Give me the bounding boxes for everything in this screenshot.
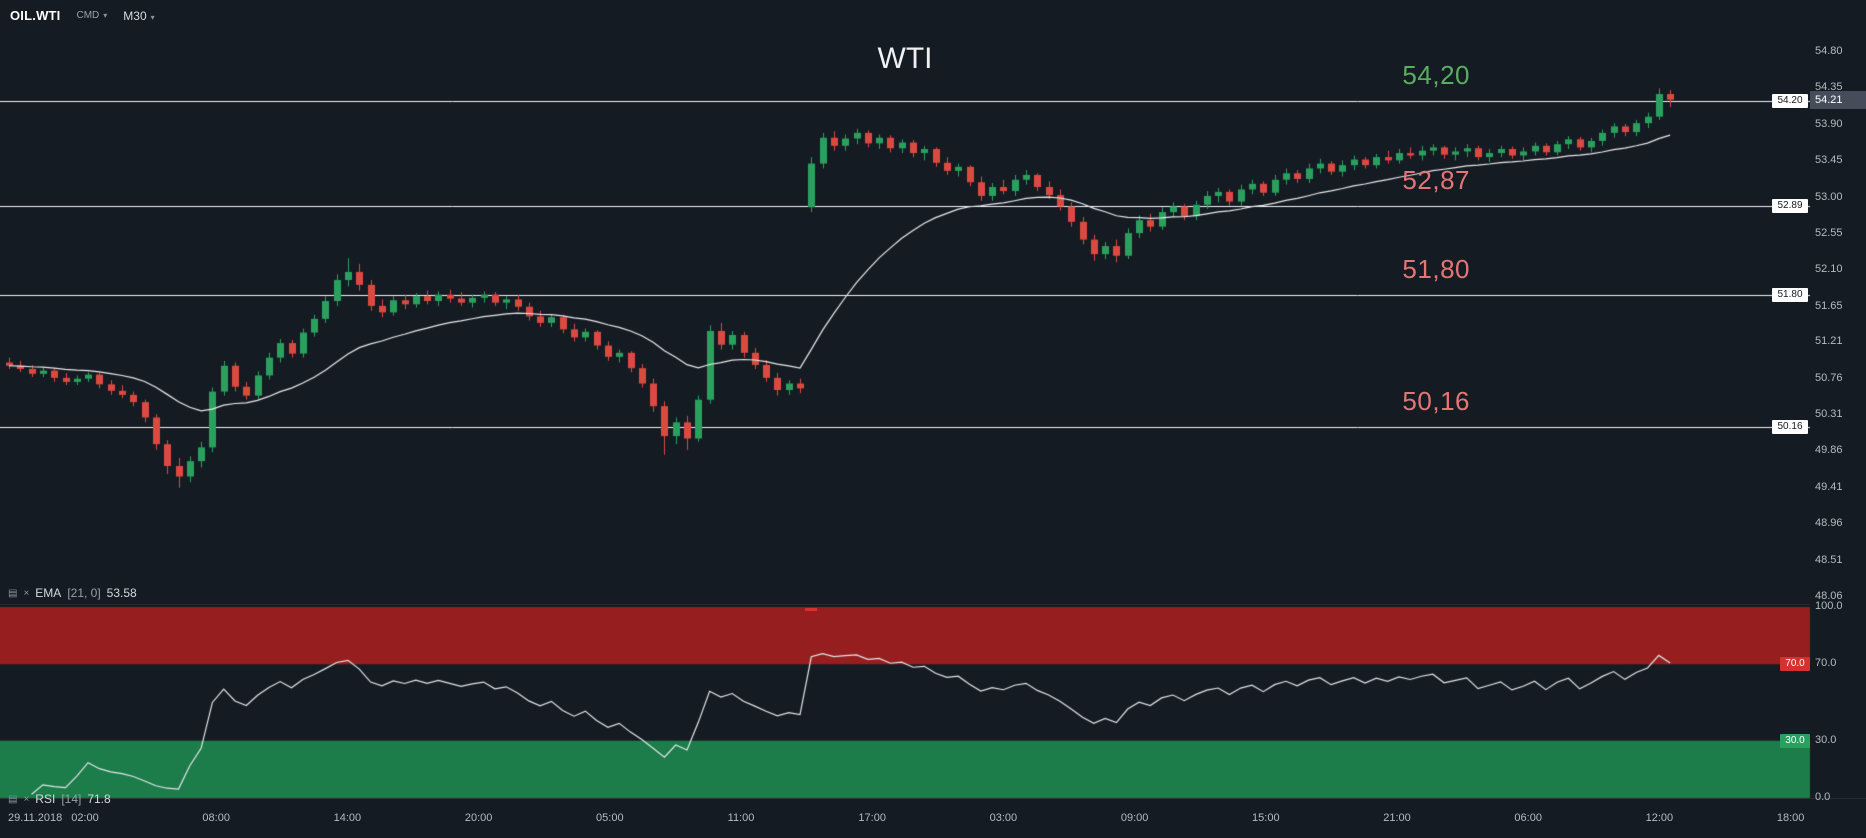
- price-axis-label: 54.35: [1815, 81, 1843, 94]
- time-axis-label: 09:00: [1120, 812, 1149, 824]
- time-axis-label: 12:00: [1645, 812, 1674, 824]
- rsi-params: [14]: [61, 792, 82, 806]
- rsi-axis-label: 70.0: [1815, 657, 1837, 670]
- instrument-symbol[interactable]: OIL.WTI: [10, 8, 61, 23]
- price-axis-label: 50.76: [1815, 371, 1843, 384]
- price-axis-label: 51.21: [1815, 335, 1843, 348]
- price-axis-label: 48.06: [1815, 590, 1843, 602]
- current-price-badge: 54.21: [1810, 90, 1866, 109]
- time-axis-date: 29.11.2018: [8, 812, 63, 824]
- time-axis-label: 05:00: [596, 812, 624, 824]
- price-level-tag: 52.89: [1772, 199, 1808, 214]
- price-axis-label: 51.65: [1815, 299, 1843, 312]
- timeframe-dropdown[interactable]: M30 ▾: [123, 9, 154, 23]
- rsi-oversold-tag: 30.0: [1780, 733, 1810, 748]
- indicator-settings-icon[interactable]: ▤: [8, 587, 18, 599]
- rsi-axis-label: 30.0: [1815, 733, 1837, 746]
- chevron-down-icon: ▾: [103, 11, 108, 20]
- price-axis-label: 49.86: [1815, 444, 1843, 457]
- price-axis-label: 50.31: [1815, 408, 1843, 421]
- rsi-overbought-tag: 70.0: [1780, 657, 1810, 672]
- chevron-down-icon: ▾: [150, 12, 155, 22]
- timeframe-label: M30: [123, 8, 147, 23]
- price-axis-label: 52.55: [1815, 226, 1843, 239]
- price-level-tag: 51.80: [1772, 287, 1808, 302]
- market-label: CMD: [76, 10, 100, 21]
- price-level-label: 54,20: [1402, 59, 1470, 90]
- price-level-label: 52,87: [1402, 165, 1470, 196]
- price-level-tag: 50.16: [1772, 420, 1808, 435]
- price-axis-label: 53.00: [1815, 190, 1843, 203]
- time-axis-label: 03:00: [989, 812, 1018, 824]
- price-axis-label: 52.10: [1815, 263, 1843, 276]
- ema-params: [21, 0]: [67, 586, 101, 600]
- time-axis-label: 02:00: [71, 812, 99, 824]
- chart-title: WTI: [877, 42, 933, 75]
- ema-name: EMA: [35, 586, 62, 600]
- price-axis-label: 49.41: [1815, 480, 1843, 493]
- time-axis-label: 18:00: [1776, 812, 1805, 824]
- rsi-name: RSI: [35, 792, 56, 806]
- time-axis-label: 21:00: [1383, 812, 1411, 824]
- time-axis-label: 14:00: [333, 812, 362, 824]
- instrument-header: OIL.WTI CMD ▾ M30 ▾: [10, 8, 155, 23]
- time-axis-label: 08:00: [202, 812, 230, 824]
- rsi-axis-label: 0.0: [1815, 791, 1831, 803]
- rsi-axis-label: 100.0: [1815, 600, 1843, 612]
- price-axis-label: 54.80: [1815, 45, 1843, 57]
- market-dropdown[interactable]: CMD ▾: [77, 10, 108, 21]
- price-axis-label: 48.96: [1815, 517, 1843, 530]
- rsi-overflow-tick: [805, 608, 818, 611]
- ema-value: 53.58: [106, 586, 137, 600]
- close-icon[interactable]: ×: [23, 587, 30, 599]
- time-axis-label: 06:00: [1514, 812, 1542, 824]
- price-level-tag: 54.20: [1772, 93, 1808, 108]
- time-axis-label: 17:00: [858, 812, 886, 824]
- rsi-legend: ▤ × RSI [14] 71.8: [8, 792, 111, 806]
- price-axis-label: 53.90: [1815, 117, 1843, 130]
- time-axis[interactable]: [0, 798, 1866, 838]
- price-level-label: 50,16: [1402, 386, 1470, 417]
- time-axis-label: 15:00: [1252, 812, 1280, 824]
- panel-separator: [0, 604, 1810, 605]
- rsi-value: 71.8: [87, 792, 111, 806]
- price-level-label: 51,80: [1402, 253, 1470, 284]
- price-axis-label: 53.45: [1815, 154, 1843, 167]
- close-icon[interactable]: ×: [23, 793, 30, 805]
- price-axis-label: 48.51: [1815, 553, 1843, 566]
- ema-legend: ▤ × EMA [21, 0] 53.58: [8, 586, 137, 600]
- time-axis-label: 11:00: [727, 812, 755, 824]
- time-axis-label: 20:00: [464, 812, 493, 824]
- indicator-settings-icon[interactable]: ▤: [8, 793, 18, 805]
